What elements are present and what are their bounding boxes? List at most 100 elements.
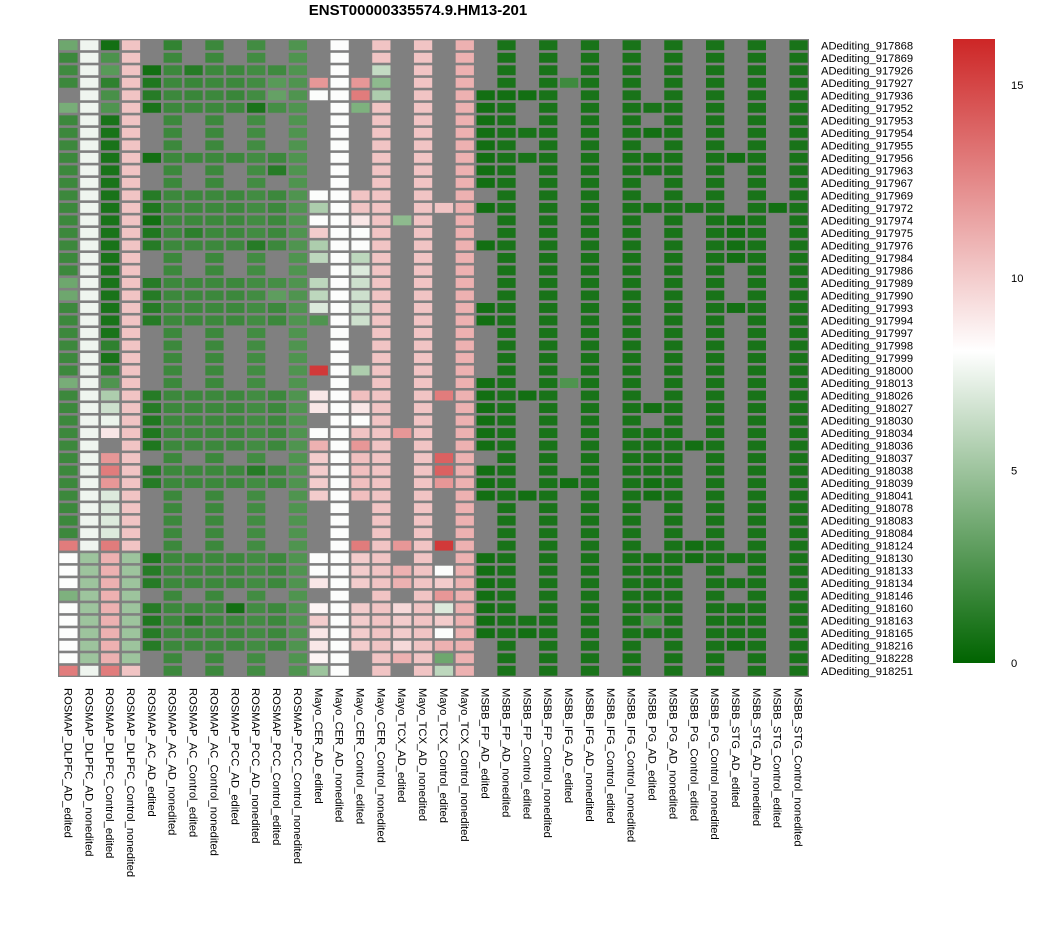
heatmap-cell [121,577,141,589]
heatmap-cell [621,590,642,602]
heatmap-cell [517,640,538,652]
heatmap-cell [204,164,225,176]
heatmap-cell [267,665,287,677]
heatmap-cell [121,477,141,489]
heatmap-cell [392,127,412,139]
heatmap-cell [392,152,412,164]
heatmap-cell [204,364,225,377]
heatmap-cell [517,227,538,239]
heatmap-cell [434,189,454,201]
heatmap-cell [246,52,266,64]
heatmap-cell [559,327,579,339]
heatmap-cell [142,465,162,477]
heatmap-cell [726,414,746,427]
heatmap-cell [601,152,621,164]
heatmap-cell [79,52,100,64]
heatmap-cell [58,139,79,151]
heatmap-cell [517,202,538,214]
heatmap-cell [747,427,767,439]
heatmap-cell [163,527,183,539]
heatmap-cell [621,89,642,101]
heatmap-cell [142,64,162,76]
heatmap-cell [496,177,517,189]
heatmap-cell [204,277,225,289]
heatmap-cell [183,527,204,539]
heatmap-cell [288,239,308,251]
column-label: MSBB_STG_Control_edited [771,688,783,828]
heatmap-cell [642,665,663,677]
heatmap-cell [455,114,475,126]
heatmap-cell [79,402,100,414]
row-label: ADediting_917967 [821,178,913,190]
column-label: MSBB_STG_Control_nonedited [792,688,804,847]
heatmap-cell [496,227,517,239]
heatmap-cell [705,39,725,51]
heatmap-cell [621,227,642,239]
heatmap-cell [329,540,350,552]
heatmap-cell [413,64,433,76]
row-label: ADediting_917975 [821,228,913,240]
heatmap-cell [496,114,517,126]
heatmap-cell [788,465,809,477]
heatmap-cell [58,414,79,427]
heatmap-cell [663,615,684,627]
heatmap-cell [538,402,558,414]
heatmap-cell [621,102,642,114]
heatmap-cell [183,552,204,564]
heatmap-cell [413,77,433,89]
heatmap-cell [767,590,788,602]
heatmap-cell [371,302,392,314]
heatmap-cell [246,440,266,452]
column-label: MSBB_IFG_AD_edited [562,688,574,803]
heatmap-cell [642,152,663,164]
heatmap-cell [350,452,371,464]
heatmap-cell [267,427,287,439]
heatmap-cell [559,515,579,527]
heatmap-cell [455,202,475,214]
heatmap-cell [392,590,412,602]
heatmap-cell [455,602,475,614]
heatmap-cell [726,252,746,264]
heatmap-cell [309,114,329,126]
heatmap-cell [100,565,120,577]
heatmap-cell [225,189,246,201]
heatmap-cell [100,352,120,364]
heatmap-cell [580,127,600,139]
column-label: Mayo_CER_Control_nonedited [374,688,386,843]
row-label: ADediting_917974 [821,215,913,227]
heatmap-cell [580,527,600,539]
row-label: ADediting_917869 [821,53,913,65]
heatmap-cell [788,202,809,214]
heatmap-cell [788,264,809,276]
heatmap-cell [329,289,350,302]
heatmap-cell [538,364,558,377]
heatmap-cell [121,339,141,352]
heatmap-cell [371,540,392,552]
heatmap-cell [392,214,412,226]
heatmap-cell [475,289,496,302]
heatmap-cell [788,339,809,352]
heatmap-cell [434,327,454,339]
heatmap-cell [496,402,517,414]
heatmap-cell [246,515,266,527]
heatmap-cell [601,314,621,327]
heatmap-cell [663,214,684,226]
heatmap-cell [288,252,308,264]
heatmap-cell [183,389,204,402]
heatmap-cell [392,527,412,539]
heatmap-cell [392,665,412,677]
heatmap-cell [538,264,558,276]
heatmap-cell [684,214,704,226]
heatmap-cell [517,490,538,502]
heatmap-cell [246,89,266,101]
heatmap-cell [705,327,725,339]
heatmap-cell [767,515,788,527]
row-label: ADediting_917997 [821,328,913,340]
heatmap-cell [621,152,642,164]
heatmap-cell [642,427,663,439]
heatmap-cell [559,339,579,352]
heatmap-cell [455,527,475,539]
heatmap-cell [663,64,684,76]
heatmap-cell [371,414,392,427]
heatmap-cell [142,252,162,264]
